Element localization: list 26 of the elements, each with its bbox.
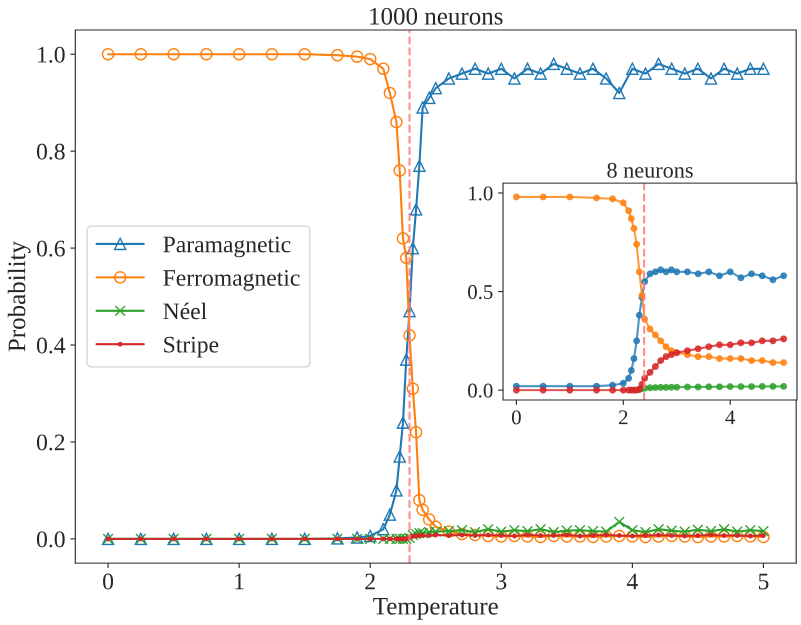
x-tick-label: 0: [103, 574, 114, 590]
legend-label: Néel: [163, 302, 207, 320]
x-tick-label: 4: [626, 574, 638, 590]
y-tick-label: 0.8: [36, 144, 65, 160]
legend-label: Stripe: [164, 336, 218, 358]
x-tick-label: 1: [235, 574, 244, 590]
x-tick-label: 5: [758, 574, 768, 590]
x-tick-label: 0: [512, 410, 521, 424]
y-tick-label: 0.2: [36, 434, 64, 450]
y-tick-label: 0.5: [468, 284, 492, 300]
x-tick-label: 2: [365, 574, 375, 590]
y-tick-label: 0.0: [468, 384, 493, 398]
y-tick-label: 0.6: [36, 240, 65, 257]
y-tick-label: 0.0: [36, 531, 65, 548]
y-tick-label: 1.0: [469, 186, 493, 201]
y-tick-label: 0.4: [36, 338, 66, 354]
x-axis-title: Temperature: [373, 598, 498, 620]
x-tick-label: 2: [618, 410, 628, 424]
x-tick-label: 4: [725, 410, 736, 424]
legend-label: Paramagnetic: [163, 236, 290, 258]
y-axis-title: Probability: [8, 241, 30, 352]
y-tick-label: 1.0: [38, 46, 65, 63]
chart-title: 1000 neurons: [370, 8, 503, 25]
chart-title: 8 neurons: [607, 162, 693, 178]
x-tick-label: 3: [496, 574, 506, 590]
legend-label: Ferromagnetic: [163, 270, 300, 291]
